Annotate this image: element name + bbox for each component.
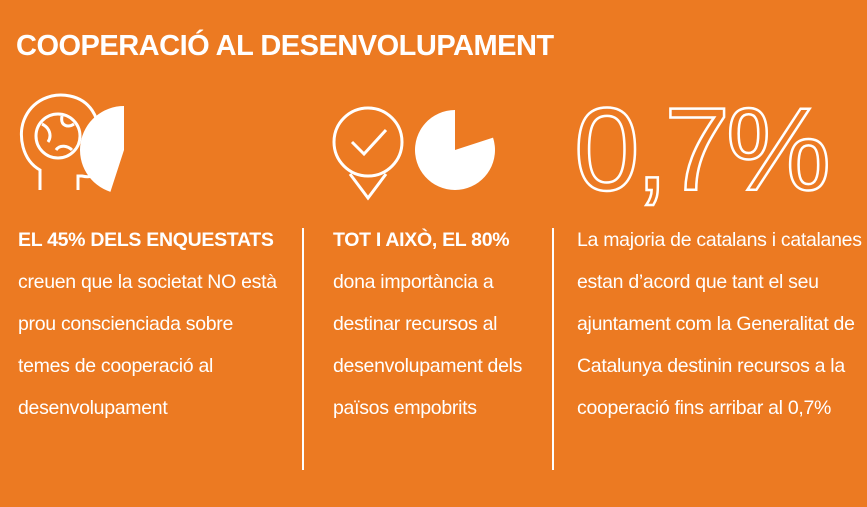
pie-slice: [415, 110, 495, 190]
highlight: TOT I AIXÒ, EL 80%: [333, 229, 510, 251]
column-text: La majoria de catalans i catalanes estan…: [577, 219, 867, 429]
body-text: La majoria de catalans i catalanes estan…: [577, 229, 862, 419]
title: COOPERACIÓ AL DESENVOLUPAMENT: [16, 30, 554, 62]
column-text: TOT I AIXÒ, EL 80% dona importància a de…: [333, 219, 533, 429]
pie-slice: [80, 106, 124, 192]
check-bubble-icon: [332, 106, 404, 201]
highlight: EL 45% DELS ENQUESTATS: [18, 229, 274, 251]
body-text: creuen que la societat NO està prou cons…: [18, 271, 277, 419]
big-figure: 0,7%: [574, 84, 827, 216]
column-text: EL 45% DELS ENQUESTATS creuen que la soc…: [18, 219, 280, 429]
body-text: dona importància a destinar recursos al …: [333, 271, 523, 419]
